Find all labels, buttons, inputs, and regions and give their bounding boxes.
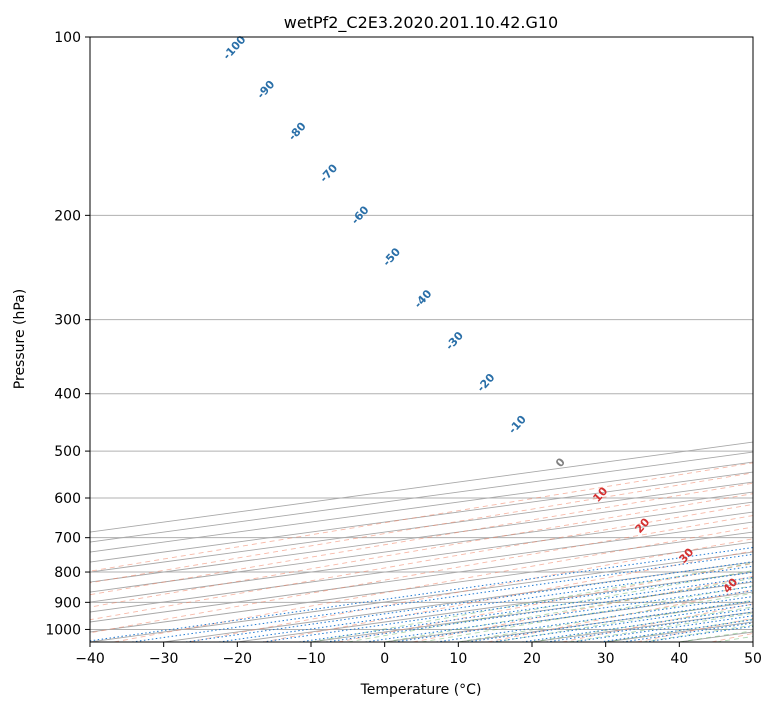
x-tick-label: −30 (149, 651, 179, 667)
x-tick-label: −40 (75, 651, 105, 667)
moist-adiabat-line (310, 562, 753, 642)
isotherm-line (90, 521, 753, 613)
y-tick-label: 1000 (45, 622, 81, 638)
isotherm-line (90, 501, 753, 593)
y-tick-label: 700 (54, 531, 81, 547)
isotherm-line (90, 471, 753, 563)
x-tick-label: 40 (670, 651, 688, 667)
y-tick-label: 100 (54, 30, 81, 46)
mixing-ratio-line (365, 585, 753, 642)
dry-adiabat-line (90, 482, 753, 596)
isotherm-line (90, 481, 753, 573)
y-tick-label: 600 (54, 491, 81, 507)
y-axis-ticks: 100 200 300 400 500 600 700 800 900 1000 (45, 30, 90, 638)
y-tick-label: 200 (54, 208, 81, 224)
y-tick-label: 900 (54, 595, 81, 611)
x-tick-label: 50 (744, 651, 762, 667)
chart-title: wetPf2_C2E3.2020.201.10.42.G10 (284, 13, 558, 33)
dry-adiabat-line (90, 462, 753, 572)
x-tick-label: 30 (597, 651, 615, 667)
isotherm-line (90, 451, 753, 543)
dry-adiabat-line (114, 526, 753, 642)
moist-adiabat-line (458, 592, 753, 642)
dry-adiabat-line (188, 538, 753, 642)
y-tick-label: 400 (54, 387, 81, 403)
x-tick-label: 10 (449, 651, 467, 667)
mixing-ratio-line (90, 547, 753, 642)
x-axis-ticks: −40 −30 −20 −10 0 10 20 30 40 50 (75, 642, 762, 667)
moist-adiabat-line (347, 570, 753, 642)
isotherm-line (90, 511, 753, 603)
dry-adiabat-line (90, 472, 753, 584)
mixing-ratio-line (299, 576, 753, 642)
x-tick-label: −10 (296, 651, 326, 667)
mixing-ratio-line (394, 590, 753, 642)
x-tick-label: 20 (523, 651, 541, 667)
plot-frame (89, 36, 754, 643)
background-reference-lines (90, 37, 753, 642)
x-tick-label: 0 (380, 651, 389, 667)
x-axis-title: Temperature (°C) (360, 682, 482, 698)
y-tick-label: 300 (54, 313, 81, 329)
y-axis-title: Pressure (hPa) (12, 289, 28, 389)
isotherm-line (90, 461, 753, 553)
y-tick-label: 800 (54, 565, 81, 581)
isotherm-line (90, 531, 753, 623)
mixing-ratio-line (326, 580, 753, 642)
y-tick-label: 500 (54, 444, 81, 460)
x-tick-label: −20 (223, 651, 253, 667)
isotherm-line (90, 491, 753, 583)
moist-adiabat-line (421, 585, 753, 642)
